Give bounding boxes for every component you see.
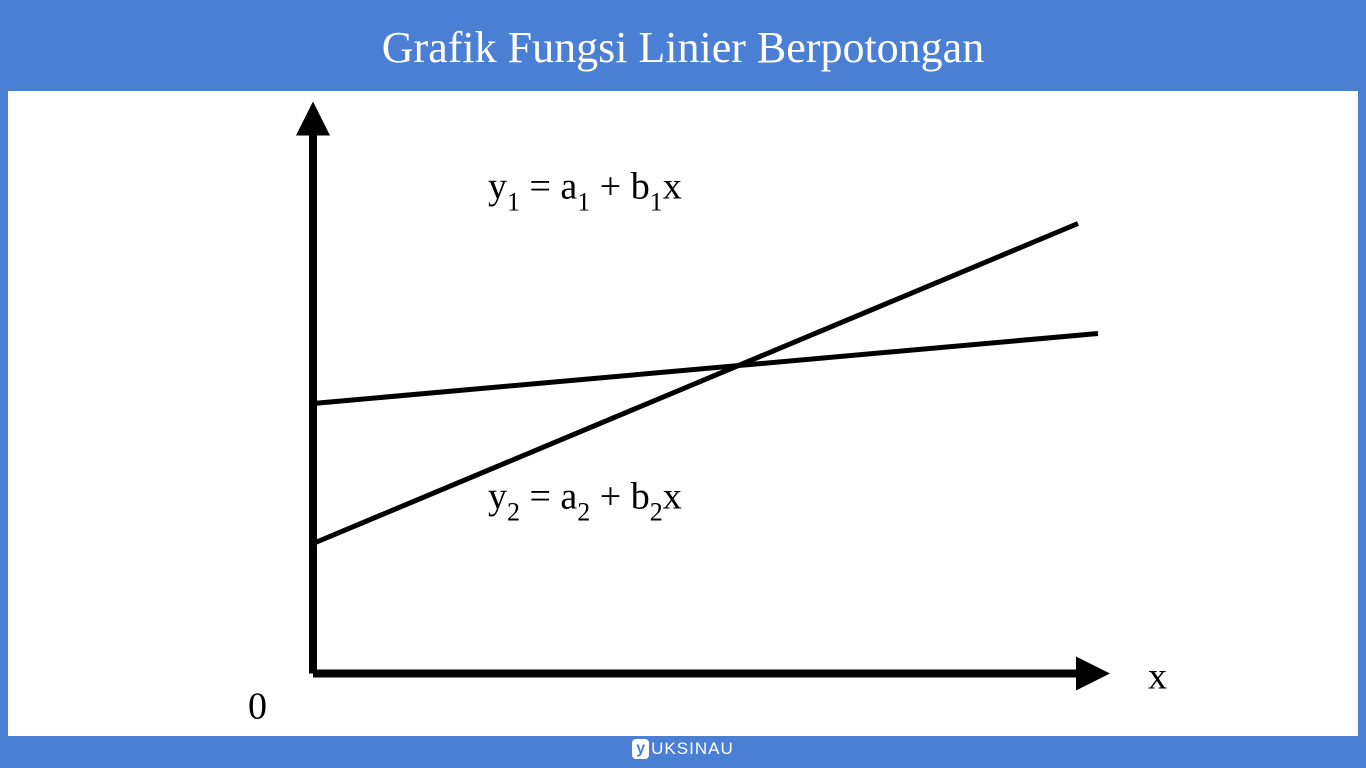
chart-svg: y1 = a1 + b1x y2 = a2 + b2x 0 x: [8, 91, 1358, 736]
x-axis-arrow-icon: [1076, 657, 1110, 691]
footer-badge-icon: y: [632, 739, 649, 758]
main-container: Grafik Fungsi Linier Berpotongan y1 = a1…: [0, 0, 1366, 768]
page-title: Grafik Fungsi Linier Berpotongan: [8, 22, 1358, 73]
line-y1: [313, 334, 1098, 404]
equation-y2: y2 = a2 + b2x: [488, 476, 682, 527]
footer-brand-text: UKSINAU: [651, 739, 734, 759]
origin-label: 0: [248, 686, 267, 728]
x-axis-label: x: [1148, 656, 1167, 698]
chart-area: y1 = a1 + b1x y2 = a2 + b2x 0 x: [8, 91, 1358, 736]
y-axis-arrow-icon: [296, 102, 330, 136]
header-bar: Grafik Fungsi Linier Berpotongan: [8, 8, 1358, 91]
footer-bar: y UKSINAU: [8, 736, 1358, 762]
line-y2: [313, 224, 1078, 544]
equation-y1: y1 = a1 + b1x: [488, 166, 682, 217]
